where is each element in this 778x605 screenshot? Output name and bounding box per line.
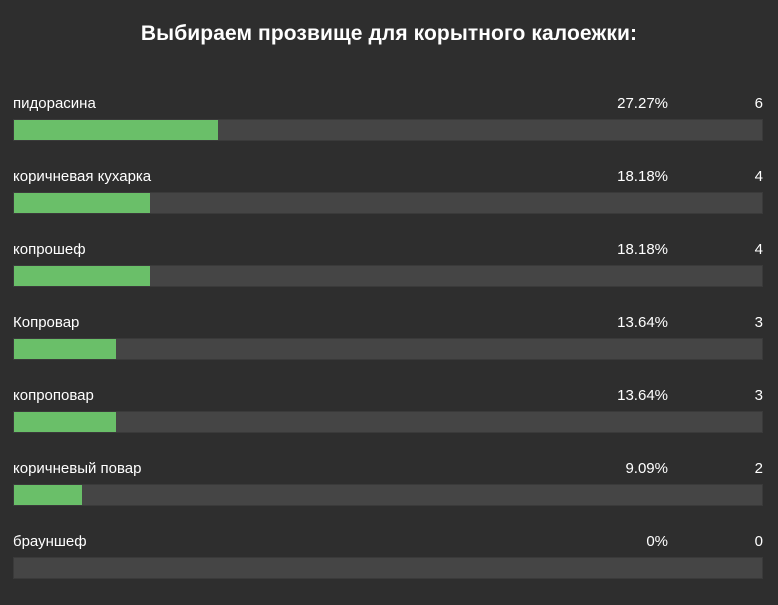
option-percent: 13.64%	[617, 314, 668, 331]
option-percent: 18.18%	[617, 168, 668, 185]
poll-title: Выбираем прозвище для корытного калоежки…	[140, 22, 638, 45]
option-label: Копровар	[13, 314, 80, 331]
poll-option[interactable]: коричневый повар 9.09% 2	[13, 459, 763, 532]
option-percent: 13.64%	[617, 387, 668, 404]
option-label: копрошеф	[13, 241, 86, 258]
option-vote-count: 0	[754, 533, 763, 550]
option-vote-count: 3	[754, 314, 763, 331]
poll-option[interactable]: брауншеф 0% 0	[13, 532, 763, 605]
poll-option[interactable]: пидорасина 27.27% 6	[13, 94, 763, 167]
option-vote-count: 6	[754, 95, 763, 112]
poll-option[interactable]: коричневая кухарка 18.18% 4	[13, 167, 763, 240]
result-bar-fill	[14, 120, 218, 140]
option-label: брауншеф	[13, 533, 87, 550]
result-bar-fill	[14, 412, 117, 432]
poll-options-list: пидорасина 27.27% 6 коричневая кухарка 1…	[13, 94, 763, 605]
option-percent: 18.18%	[617, 241, 668, 258]
option-label: копроповар	[13, 387, 94, 404]
poll-option[interactable]: копроповар 13.64% 3	[13, 386, 763, 459]
result-bar-track	[13, 557, 763, 579]
result-bar-fill	[14, 266, 150, 286]
option-label: коричневая кухарка	[13, 168, 152, 185]
result-bar-fill	[14, 485, 82, 505]
option-percent: 27.27%	[617, 95, 668, 112]
option-label: коричневый повар	[13, 460, 142, 477]
option-vote-count: 2	[754, 460, 763, 477]
poll-option[interactable]: копрошеф 18.18% 4	[13, 240, 763, 313]
poll-option[interactable]: Копровар 13.64% 3	[13, 313, 763, 386]
option-vote-count: 4	[754, 241, 763, 258]
option-vote-count: 4	[754, 168, 763, 185]
option-label: пидорасина	[13, 95, 96, 112]
option-vote-count: 3	[754, 387, 763, 404]
result-bar-track	[13, 265, 763, 287]
result-bar-track	[13, 411, 763, 433]
result-bar-track	[13, 192, 763, 214]
result-bar-track	[13, 338, 763, 360]
result-bar-track	[13, 119, 763, 141]
result-bar-fill	[14, 193, 150, 213]
result-bar-track	[13, 484, 763, 506]
result-bar-fill	[14, 339, 117, 359]
option-percent: 0%	[646, 533, 668, 550]
option-percent: 9.09%	[625, 460, 668, 477]
